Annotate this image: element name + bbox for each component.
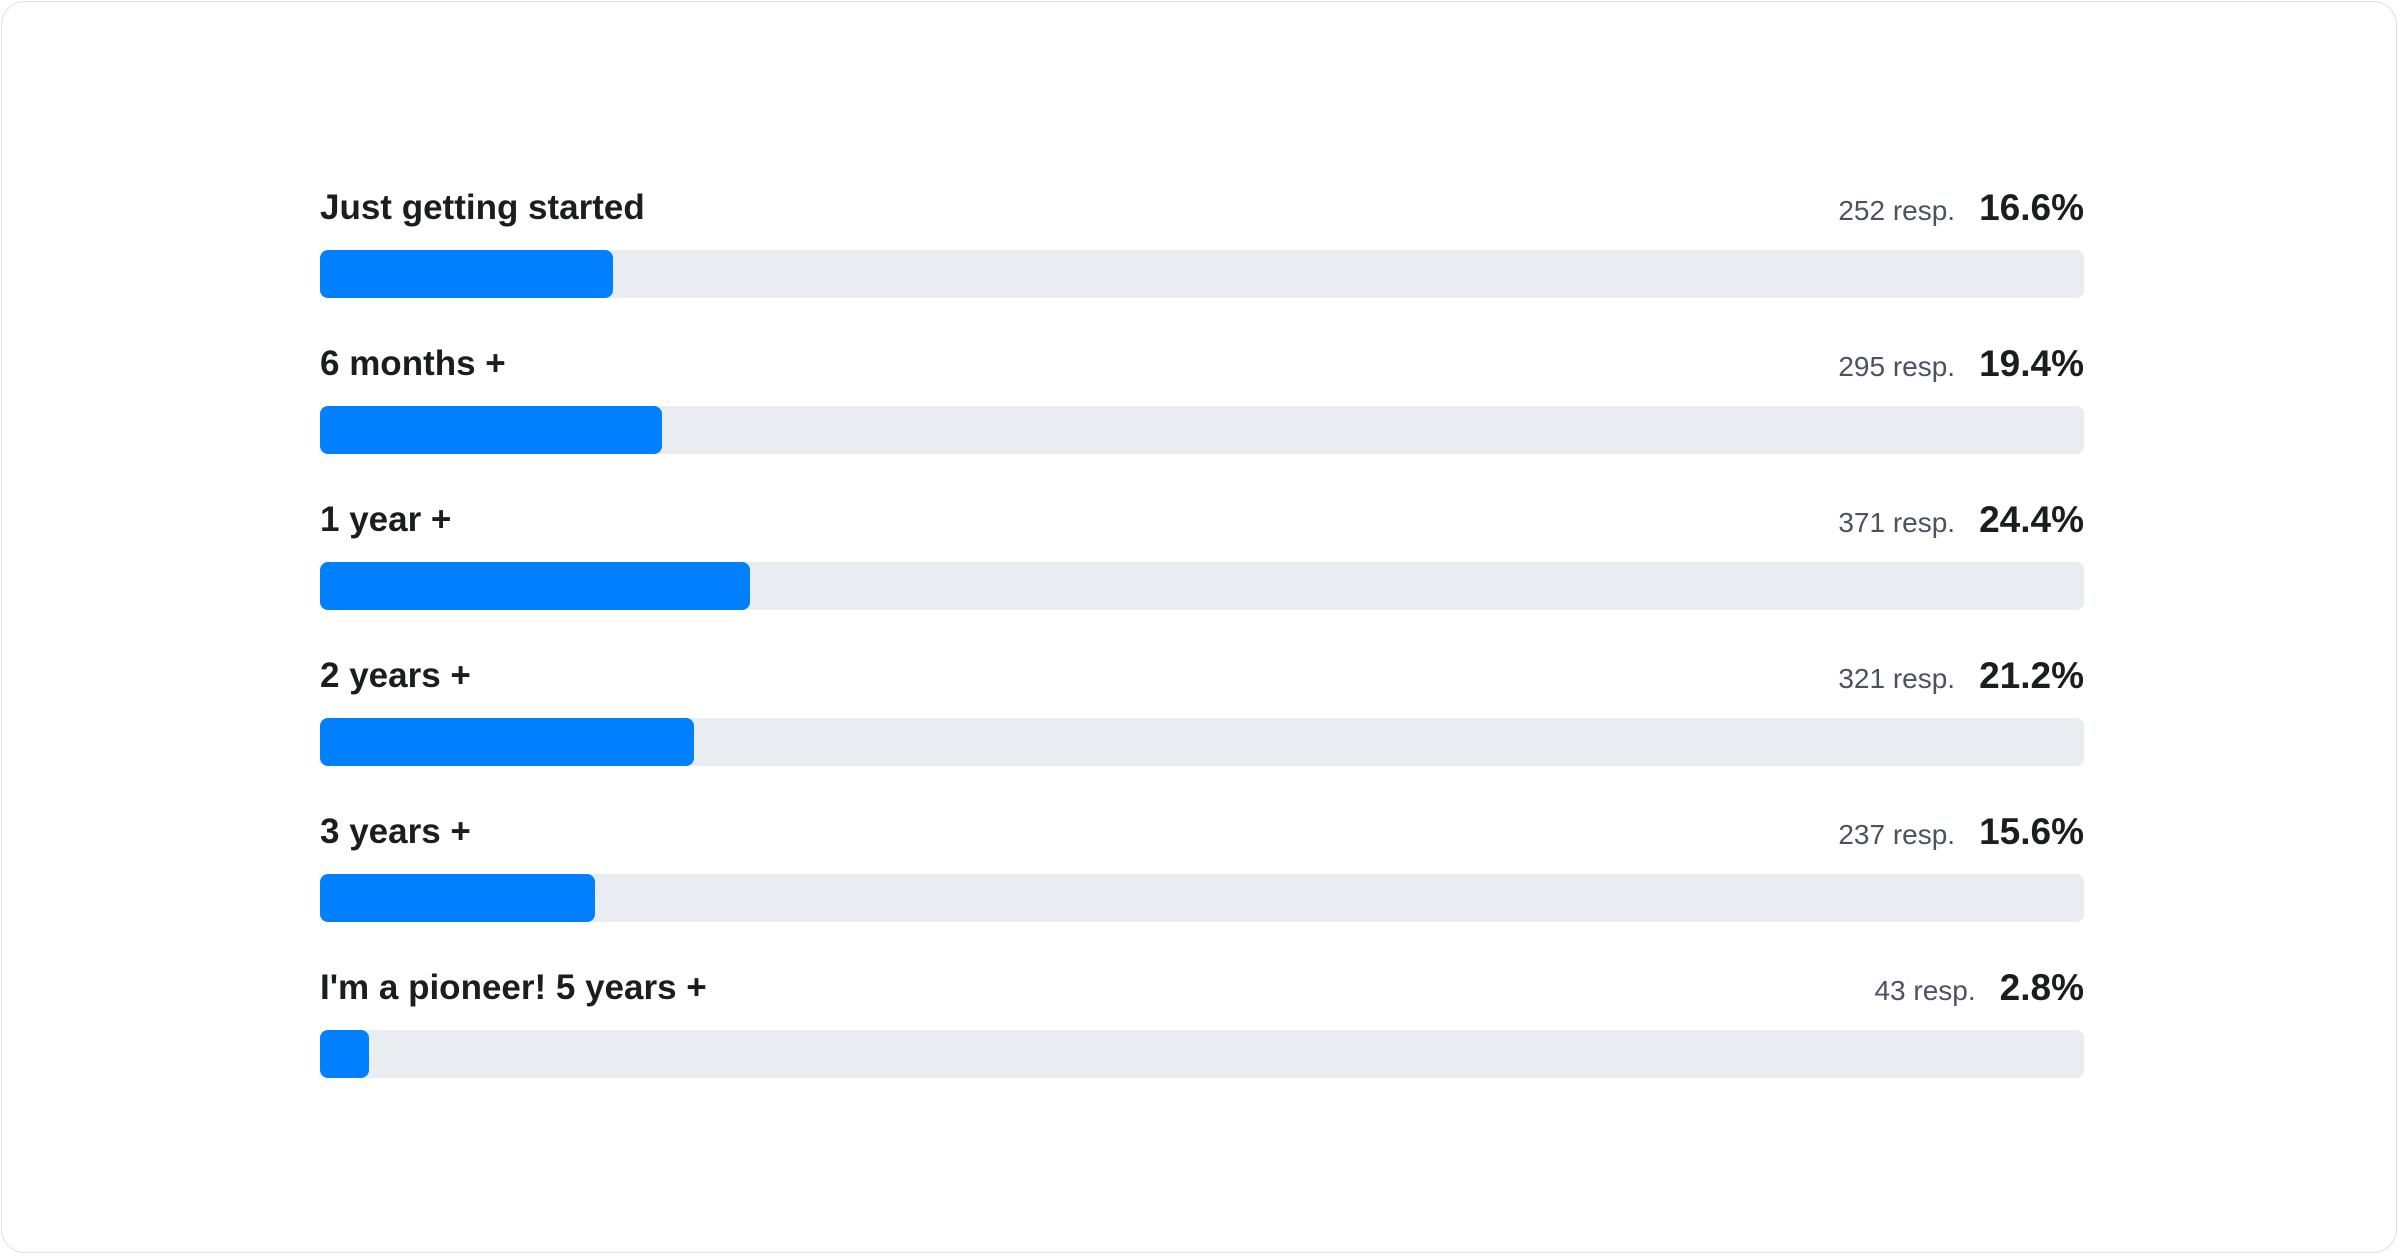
result-row: 6 months + 295 resp. 19.4%: [320, 336, 2084, 492]
response-count-value: 371: [1838, 507, 1886, 538]
response-suffix: resp.: [1913, 975, 1976, 1006]
result-stats: 252 resp. 16.6%: [1838, 187, 2084, 229]
percent-label: 2.8%: [1999, 967, 2084, 1008]
category-label: 1 year +: [320, 500, 452, 539]
response-count-value: 43: [1874, 975, 1906, 1006]
percent-label: 15.6%: [1979, 811, 2084, 852]
response-count-value: 321: [1838, 663, 1886, 694]
percent-label: 19.4%: [1979, 343, 2084, 384]
result-row: 2 years + 321 resp. 21.2%: [320, 648, 2084, 804]
bar-track: [320, 718, 2084, 766]
response-count: 371 resp.: [1838, 507, 1955, 539]
category-label: 6 months +: [320, 344, 506, 383]
response-count: 295 resp.: [1838, 351, 1955, 383]
result-stats: 43 resp. 2.8%: [1874, 967, 2084, 1009]
response-count: 321 resp.: [1838, 663, 1955, 695]
percent-label: 16.6%: [1979, 187, 2084, 228]
category-label: Just getting started: [320, 188, 645, 227]
result-header: 3 years + 237 resp. 15.6%: [320, 804, 2084, 860]
bar-fill: [320, 1030, 370, 1078]
result-header: Just getting started 252 resp. 16.6%: [320, 180, 2084, 236]
percent-label: 24.4%: [1979, 499, 2084, 540]
bar-fill: [320, 874, 596, 922]
response-count-value: 252: [1838, 195, 1886, 226]
poll-results-list: Just getting started 252 resp. 16.6% 6 m…: [320, 180, 2084, 1116]
bar-fill: [320, 250, 613, 298]
response-count: 237 resp.: [1838, 819, 1955, 851]
response-suffix: resp.: [1892, 507, 1956, 538]
percent-label: 21.2%: [1979, 655, 2084, 696]
result-row: 3 years + 237 resp. 15.6%: [320, 804, 2084, 960]
result-row: I'm a pioneer! 5 years + 43 resp. 2.8%: [320, 960, 2084, 1116]
bar-track: [320, 562, 2084, 610]
result-stats: 237 resp. 15.6%: [1838, 811, 2084, 853]
response-count-value: 237: [1838, 819, 1886, 850]
bar-fill: [320, 562, 751, 610]
result-stats: 371 resp. 24.4%: [1838, 499, 2084, 541]
result-header: 2 years + 321 resp. 21.2%: [320, 648, 2084, 704]
bar-track: [320, 1030, 2084, 1078]
bar-fill: [320, 406, 663, 454]
bar-track: [320, 874, 2084, 922]
bar-fill: [320, 718, 694, 766]
response-count: 43 resp.: [1874, 975, 1975, 1007]
category-label: 3 years +: [320, 812, 471, 851]
response-suffix: resp.: [1892, 351, 1956, 382]
result-row: Just getting started 252 resp. 16.6%: [320, 180, 2084, 336]
response-suffix: resp.: [1892, 663, 1956, 694]
result-stats: 295 resp. 19.4%: [1838, 343, 2084, 385]
response-suffix: resp.: [1892, 195, 1956, 226]
result-header: 6 months + 295 resp. 19.4%: [320, 336, 2084, 392]
result-stats: 321 resp. 21.2%: [1838, 655, 2084, 697]
response-suffix: resp.: [1892, 819, 1956, 850]
bar-track: [320, 406, 2084, 454]
bar-track: [320, 250, 2084, 298]
result-header: I'm a pioneer! 5 years + 43 resp. 2.8%: [320, 960, 2084, 1016]
category-label: I'm a pioneer! 5 years +: [320, 968, 707, 1007]
response-count: 252 resp.: [1838, 195, 1955, 227]
result-header: 1 year + 371 resp. 24.4%: [320, 492, 2084, 548]
category-label: 2 years +: [320, 656, 471, 695]
result-row: 1 year + 371 resp. 24.4%: [320, 492, 2084, 648]
response-count-value: 295: [1838, 351, 1886, 382]
